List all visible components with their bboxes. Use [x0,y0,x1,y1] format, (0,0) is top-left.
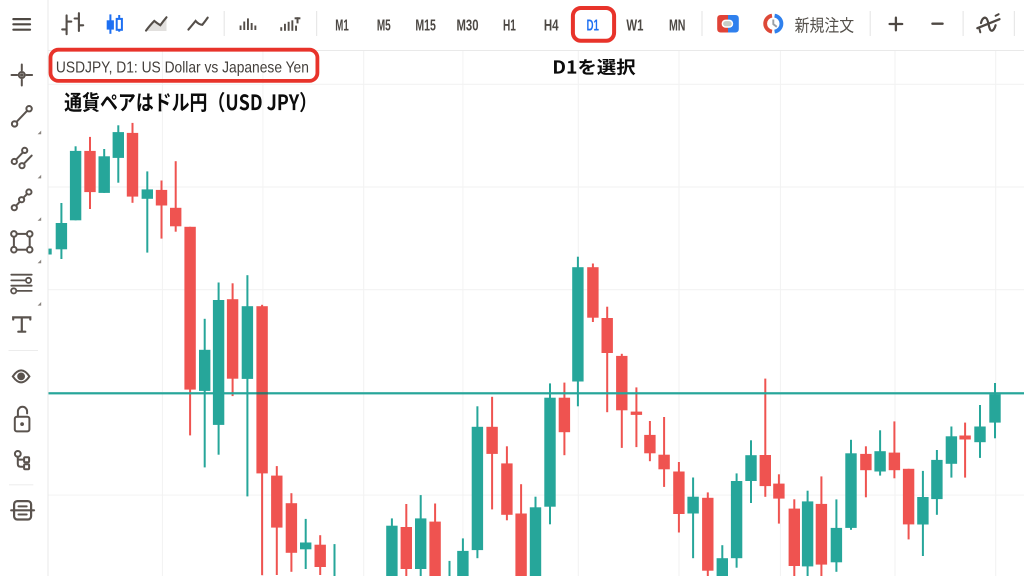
svg-text:H1: H1 [503,17,516,34]
svg-text:M30: M30 [457,17,479,34]
svg-text:USDJPY, D1: US Dollar vs Japan: USDJPY, D1: US Dollar vs Japanese Yen [56,60,309,77]
svg-text:H4: H4 [544,17,559,34]
svg-text:D1: D1 [586,17,599,34]
svg-text:W1: W1 [626,17,643,34]
svg-text:M5: M5 [377,17,391,34]
svg-text:M1: M1 [335,17,349,34]
svg-text:MN: MN [669,17,686,34]
svg-text:M15: M15 [415,17,436,34]
